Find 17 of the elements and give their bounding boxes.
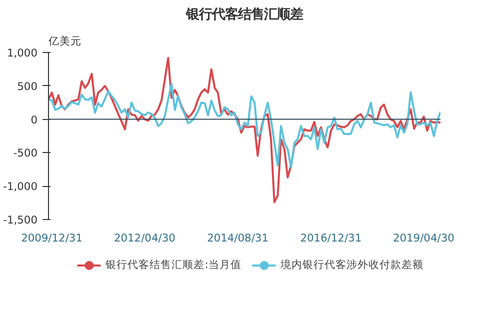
x-tick-label: 2009/12/31 <box>21 232 82 244</box>
legend-label: 银行代客结售汇顺差:当月值 <box>106 258 242 272</box>
y-tick-label: -500 <box>13 146 38 160</box>
x-tick-label: 2012/04/30 <box>114 232 176 244</box>
y-tick-label: 500 <box>17 80 38 93</box>
line-series <box>48 82 440 168</box>
y-axis-title: 亿美元 <box>48 34 82 48</box>
y-tick-label: 0 <box>30 113 38 126</box>
y-tick-label: -1,500 <box>3 214 38 226</box>
y-tick-label: -1,000 <box>3 180 38 194</box>
x-tick-label: 2014/08/31 <box>207 232 268 244</box>
legend-label: 境内银行代客涉外收付款差额 <box>280 258 424 272</box>
x-tick-label: 2016/12/31 <box>300 232 362 244</box>
line-series <box>48 56 440 204</box>
chart-title: 银行代客结售汇顺差 <box>185 6 303 22</box>
y-tick-label: 1,000 <box>6 46 38 60</box>
x-tick-label: 2019/04/30 <box>392 232 455 244</box>
